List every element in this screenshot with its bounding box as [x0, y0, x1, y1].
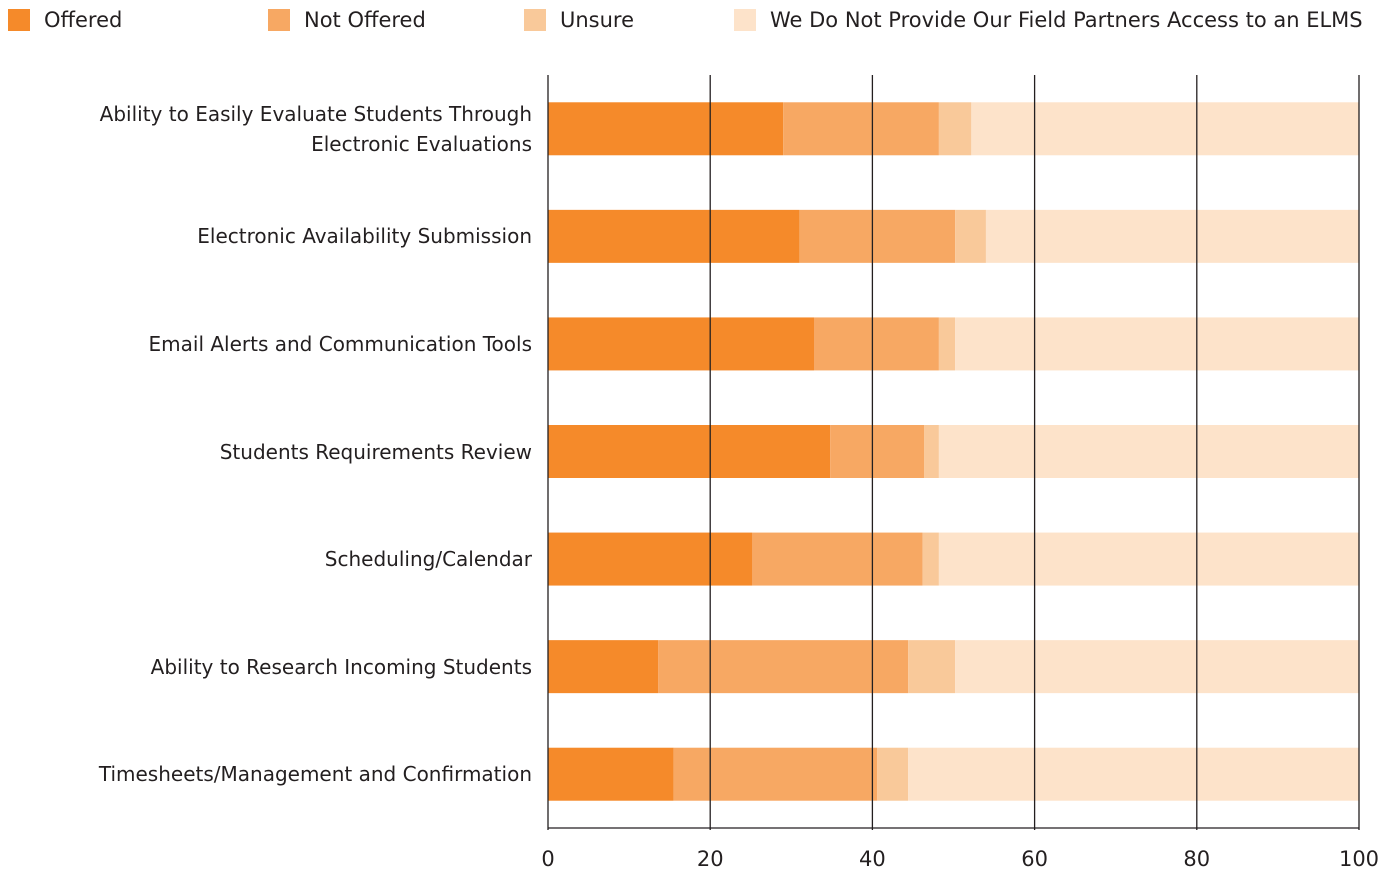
legend-label: Not Offered: [304, 8, 426, 32]
bar-segment: [752, 532, 923, 586]
bar-segment: [548, 747, 674, 801]
bar-segment: [814, 317, 939, 371]
bar-segment: [830, 425, 925, 478]
bar-segment: [658, 640, 909, 694]
bar-segment: [922, 532, 939, 586]
legend-label: We Do Not Provide Our Field Partners Acc…: [770, 8, 1363, 32]
bar-segment: [673, 747, 878, 801]
category-label: Ability to Easily Evaluate Students Thro…: [99, 101, 532, 156]
bar-segment: [908, 747, 1359, 801]
bar-segment: [938, 532, 1359, 586]
bar-segment: [783, 102, 939, 156]
legend-label: Offered: [44, 8, 122, 32]
legend-swatch: [524, 9, 546, 31]
x-tick-label: 0: [541, 847, 554, 871]
category-label: Students Requirements Review: [219, 439, 532, 464]
bar-segment: [955, 640, 1359, 694]
legend-label: Unsure: [560, 8, 634, 32]
legend-swatch: [268, 9, 290, 31]
category-label: Email Alerts and Communication Tools: [148, 331, 532, 356]
legend-swatch: [8, 9, 30, 31]
x-tick-label: 80: [1183, 847, 1210, 871]
bar-segment: [799, 209, 956, 263]
x-tick-label: 60: [1021, 847, 1048, 871]
bar-segment: [955, 317, 1359, 371]
bar-segment: [938, 317, 956, 371]
category-label: Timesheets/Management and Confirmation: [98, 762, 532, 787]
bar-segment: [877, 747, 909, 801]
bar-segment: [985, 209, 1359, 263]
bar-segment: [548, 640, 659, 694]
x-tick-label: 20: [697, 847, 724, 871]
bar-segment: [908, 640, 956, 694]
bar-segment: [938, 102, 972, 156]
x-tick-label: 40: [859, 847, 886, 871]
bar-segment: [924, 425, 939, 478]
bar-segment: [938, 425, 1359, 478]
bar-segment: [548, 425, 831, 478]
bar-segment: [548, 102, 784, 156]
bar-segment: [548, 209, 800, 263]
category-label: Scheduling/Calendar: [324, 547, 532, 572]
bar-segment: [955, 209, 986, 263]
bar-segment: [548, 532, 753, 586]
category-label: Electronic Availability Submission: [197, 224, 532, 249]
legend-swatch: [734, 9, 756, 31]
x-tick-label: 100: [1339, 847, 1379, 871]
category-label: Ability to Research Incoming Students: [150, 654, 532, 679]
bar-segment: [971, 102, 1359, 156]
bar-segment: [548, 317, 815, 371]
